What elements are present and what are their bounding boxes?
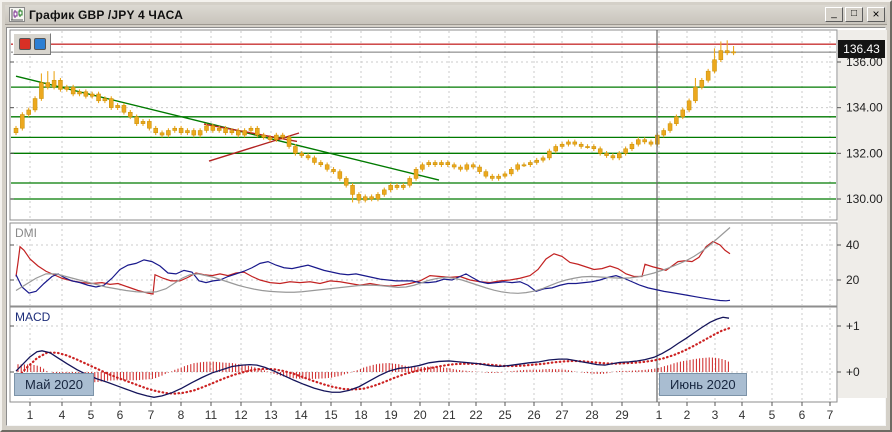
x-axis-date-label: 20 [413,408,427,422]
candlestick-series[interactable] [13,40,736,204]
x-axis-date-label: 21 [442,408,456,422]
dmi-panel[interactable] [9,222,838,307]
x-axis-date-label: 27 [555,408,569,422]
dmi-series [15,227,731,302]
dmi-line--DI [15,259,731,302]
x-axis-date-label: 7 [827,408,834,422]
x-axis-date-label: 6 [117,408,124,422]
macd-main-line [15,316,730,398]
x-axis-date-label: 3 [712,408,719,422]
red-tool-button[interactable] [18,38,31,50]
price-axis-label: 136.00 [846,55,883,69]
x-axis-date-label: 13 [264,408,278,422]
dmi-line-ADX [15,227,731,294]
x-axis-date-label: 18 [354,408,368,422]
x-axis-date-label: 14 [294,408,308,422]
x-axis-date-label: 19 [384,408,398,422]
red-pennant-lower-trendline[interactable] [208,132,300,162]
dmi-axis-label: 20 [846,273,860,287]
macd-signal-dotted-line [14,327,731,395]
x-axis-date-label: 1 [27,408,34,422]
main-price-panel[interactable] [9,29,838,221]
x-axis-date-label: 5 [769,408,776,422]
x-axis-date-label: 28 [585,408,599,422]
x-axis-date-label: 7 [148,408,155,422]
x-axis-date-label: 8 [178,408,185,422]
x-axis-date-label: 4 [59,408,66,422]
price-axis-label: 130.00 [846,192,883,206]
gridlines [11,31,836,401]
price-scale-strip [838,30,887,398]
macd-panel-label: MACD [15,310,51,324]
price-axis-label: 132.00 [846,146,883,160]
month-label-june: Июнь 2020 [659,373,747,396]
month-label-may: Май 2020 [14,373,94,396]
dmi-axis-label: 40 [846,238,860,252]
title-bar[interactable]: График GBP /JPY 4 ЧАСА _ □ × [5,5,887,25]
macd-axis-label: +0 [846,365,860,379]
chart-toolbar [13,33,51,55]
minimize-button[interactable]: _ [825,7,843,22]
window-title: График GBP /JPY 4 ЧАСА [29,7,184,22]
x-axis-date-label: 29 [615,408,629,422]
x-axis-date-label: 4 [739,408,746,422]
maximize-button[interactable]: □ [845,7,863,22]
price-axis-label: 134.00 [846,101,883,115]
x-axis-date-label: 25 [498,408,512,422]
x-axis-date-label: 6 [799,408,806,422]
close-button[interactable]: × [867,7,885,22]
dmi-panel-label: DMI [15,226,37,240]
blue-tool-button[interactable] [33,38,46,50]
macd-axis-label: +1 [846,319,860,333]
current-price-badge: 136.43 [838,40,885,58]
x-axis-date-label: 12 [234,408,248,422]
candlestick-chart-icon [9,7,25,22]
x-axis-date-label: 5 [88,408,95,422]
x-axis-date-label: 11 [205,408,218,422]
x-axis-date-label: 26 [527,408,541,422]
x-axis-date-label: 15 [324,408,338,422]
x-axis-date-label: 2 [684,408,691,422]
x-axis-date-label: 22 [469,408,483,422]
x-axis-date-label: 1 [656,408,663,422]
